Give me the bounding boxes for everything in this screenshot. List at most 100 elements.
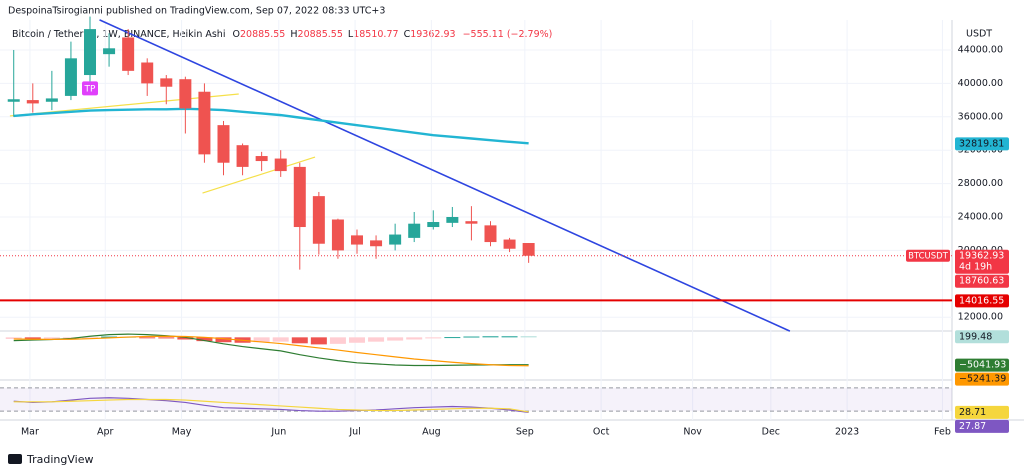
histogram-bar: [406, 337, 423, 340]
candle-body: [522, 243, 535, 256]
price-tag: [955, 249, 1009, 274]
candle-body: [312, 196, 325, 244]
candle-body: [331, 219, 344, 251]
symbol-tag-text: BTCUSDT: [908, 252, 949, 262]
header: DespoinaTsirogianni published on Trading…: [8, 6, 385, 17]
indicator-line: [13, 398, 529, 413]
price-tag-text: 27.87: [959, 421, 986, 432]
candle-body: [389, 234, 402, 245]
price-tag: [955, 405, 1009, 419]
x-tick-label: Oct: [593, 427, 610, 438]
candle-body: [274, 158, 287, 172]
candle-body: [26, 100, 39, 104]
price-tag-text: 32819.81: [959, 138, 1004, 149]
histogram-bar: [444, 337, 461, 339]
candle-body: [503, 239, 516, 249]
footer: TradingView: [8, 453, 93, 466]
price-tag-text: −5041.93: [959, 360, 1006, 371]
histogram-bar: [482, 336, 499, 338]
histogram-bar: [24, 337, 41, 340]
histogram-bar: [158, 337, 175, 339]
histogram-bar: [101, 336, 118, 338]
x-tick-label: Apr: [97, 427, 114, 438]
x-tick-label: Jul: [348, 427, 360, 438]
histogram-bar: [253, 337, 270, 343]
trend-line: [202, 156, 316, 194]
price-tag: [955, 419, 1009, 433]
x-tick-label: Feb: [934, 427, 951, 438]
candle-body: [160, 78, 173, 87]
histogram-bar: [215, 337, 232, 343]
histogram-bar: [5, 337, 22, 339]
symbol-tag: [906, 249, 950, 262]
candle-body: [408, 223, 421, 238]
close: 19362.93: [410, 29, 455, 40]
y-tick-label: 24000.00: [958, 212, 1003, 223]
trend-line: [99, 19, 791, 332]
histogram-bar: [329, 337, 346, 344]
candle-body: [7, 99, 20, 102]
histogram-bar: [139, 337, 156, 339]
candle-body: [293, 166, 306, 228]
price-tag: [955, 372, 1009, 386]
change: −555.11 (−2.79%): [463, 29, 553, 40]
low: 18510.77: [353, 29, 398, 40]
y-tick-label: 28000.00: [958, 178, 1003, 189]
price-tag: [955, 274, 1009, 288]
histogram-bar: [82, 337, 99, 339]
indicator-line: [13, 333, 529, 367]
candle-body: [122, 37, 135, 71]
legend-text: Bitcoin / TetherUS, 1W, BINANCE, Heikin …: [12, 29, 552, 40]
histogram-bar: [463, 336, 480, 338]
candle-body: [84, 29, 97, 76]
ohlc-letter: C: [404, 29, 411, 40]
price-tag: [955, 358, 1009, 372]
price-tag-text: −5241.39: [959, 374, 1006, 385]
price-tag: [955, 137, 1009, 151]
high: 20885.55: [298, 29, 343, 40]
histogram-bar: [501, 336, 518, 338]
x-tick-label: May: [172, 427, 192, 438]
price-tag-text: 4d 19h: [959, 262, 992, 273]
histogram-bar: [291, 337, 308, 344]
rsi-band: [0, 387, 952, 412]
histogram-bar: [43, 337, 60, 340]
candle-body: [350, 235, 363, 245]
histogram-bar: [348, 337, 365, 343]
open: 20885.55: [240, 29, 285, 40]
badge-text: TP: [84, 84, 96, 94]
logo: [8, 454, 22, 464]
x-tick-label: Nov: [683, 427, 702, 438]
x-tick-label: Jun: [270, 427, 286, 438]
moving-average: [13, 107, 529, 145]
candle-body: [255, 156, 268, 162]
histogram-bar: [177, 337, 194, 340]
candle-body: [484, 225, 497, 243]
candle-body: [64, 58, 77, 96]
candle-body: [370, 240, 383, 247]
x-tick-label: Aug: [422, 427, 441, 438]
histogram-bar: [196, 337, 213, 342]
x-tick-label: Mar: [21, 427, 39, 438]
footer-text: TradingView: [26, 453, 93, 466]
currency: USDT: [966, 29, 992, 40]
price-tag-text: 199.48: [959, 331, 992, 342]
x-tick-label: 2023: [835, 427, 859, 438]
symbol: Bitcoin / TetherUS, 1W, BINANCE, Heikin …: [12, 29, 225, 40]
candle-body: [236, 145, 249, 167]
histogram-bar: [425, 337, 442, 339]
candle-body: [427, 222, 440, 228]
y-tick-label: 12000.00: [958, 312, 1003, 323]
y-tick-label: 36000.00: [958, 111, 1003, 122]
ohlc-letter: O: [233, 29, 240, 40]
candle-body: [198, 91, 211, 155]
candle-body: [465, 221, 478, 224]
histogram-bar: [310, 337, 327, 345]
ohlc-letter: H: [290, 29, 297, 40]
x-tick-label: Dec: [762, 427, 780, 438]
price-tag-text: 28.71: [959, 407, 986, 418]
histogram-bar: [368, 337, 385, 342]
price-tag-text: 19362.93: [959, 251, 1004, 262]
candle-body: [179, 79, 192, 109]
